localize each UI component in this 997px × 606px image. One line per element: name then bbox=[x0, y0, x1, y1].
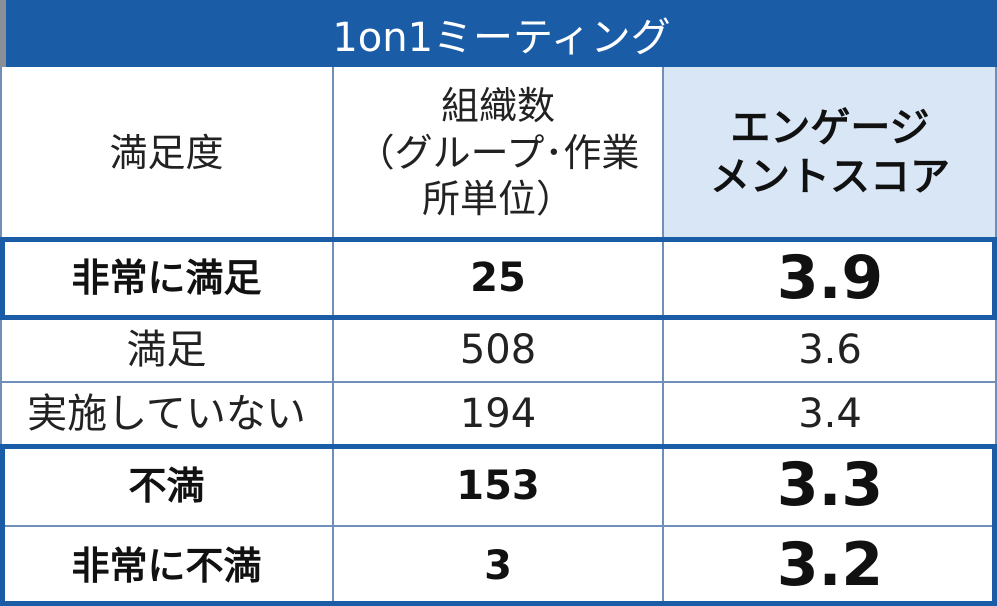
row-label: 非常に不満 bbox=[71, 543, 262, 588]
grid-line bbox=[0, 381, 997, 383]
row-score: 3.4 bbox=[798, 390, 862, 437]
grid-line bbox=[0, 525, 997, 527]
row-score: 3.6 bbox=[798, 326, 862, 373]
header-org-count-line1: 組織数 bbox=[440, 84, 555, 129]
grid-line bbox=[662, 67, 664, 606]
row-count: 25 bbox=[470, 255, 526, 302]
header-satisfaction-label: 満足度 bbox=[109, 130, 224, 175]
grid-line bbox=[995, 67, 997, 606]
row-label: 実施していない bbox=[27, 390, 306, 437]
row-label: 満足 bbox=[126, 326, 207, 373]
row-score: 3.9 bbox=[776, 242, 884, 313]
header-org-count: 組織数 （グループ･作業 所単位） bbox=[333, 67, 663, 239]
header-org-count-line2: （グループ･作業 bbox=[356, 130, 640, 175]
row-score: 3.3 bbox=[776, 450, 884, 521]
row-label: 非常に満足 bbox=[71, 256, 262, 301]
row-count: 508 bbox=[459, 326, 537, 373]
header-engagement-score-line1: エンゲージ bbox=[730, 105, 930, 152]
row-score: 3.2 bbox=[776, 530, 884, 601]
header-satisfaction: 満足度 bbox=[0, 67, 333, 239]
grid-line bbox=[0, 67, 2, 606]
header-org-count-line3: 所単位） bbox=[421, 177, 574, 222]
table-title: 1on1ミーティング bbox=[0, 0, 997, 67]
header-engagement-score: エンゲージ メントスコア bbox=[663, 67, 997, 239]
row-count: 194 bbox=[459, 390, 537, 437]
row-label: 不満 bbox=[128, 463, 205, 508]
row-count: 153 bbox=[456, 462, 540, 509]
row-count: 3 bbox=[484, 542, 512, 589]
header-engagement-score-line2: メントスコア bbox=[710, 154, 950, 200]
grid-line bbox=[332, 67, 334, 606]
